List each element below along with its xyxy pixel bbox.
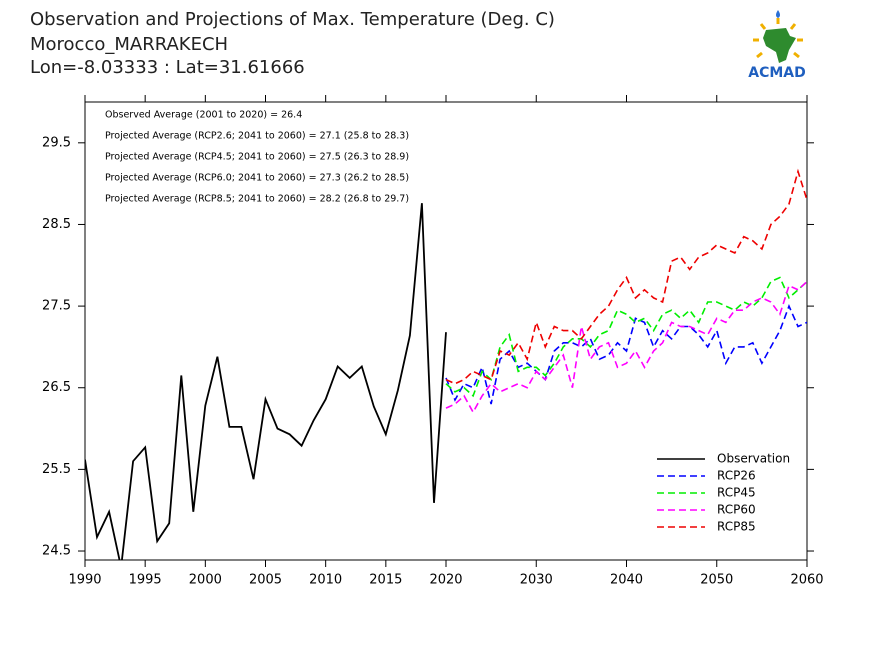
logo-text: ACMAD (748, 65, 806, 81)
chart-subtitle: Lon=-8.03333 : Lat=31.61666 (30, 57, 305, 78)
x-tick-label: 2030 (520, 573, 553, 588)
y-tick-label: 28.5 (42, 217, 71, 232)
y-tick-label: 25.5 (42, 462, 71, 477)
series-line (445, 303, 807, 405)
legend-label: RCP60 (717, 503, 756, 517)
series-line (445, 281, 807, 414)
chart-title: Observation and Projections of Max. Temp… (30, 9, 555, 30)
chart-subtitle: Morocco_MARRAKECH (30, 34, 228, 55)
legend-label: RCP85 (717, 520, 756, 534)
series-line (445, 168, 807, 385)
legend-label: Observation (717, 452, 790, 466)
x-tick-label: 2060 (790, 573, 823, 588)
y-tick-label: 27.5 (42, 299, 71, 314)
series-line (445, 276, 807, 398)
annotation: Projected Average (RCP4.5; 2041 to 2060)… (105, 152, 409, 163)
annotation: Projected Average (RCP8.5; 2041 to 2060)… (105, 194, 409, 205)
y-tick-label: 29.5 (42, 135, 71, 150)
x-tick-label: 1990 (68, 573, 101, 588)
x-tick-label: 2005 (249, 573, 282, 588)
x-tick-label: 1995 (129, 573, 162, 588)
x-tick-label: 2050 (700, 573, 733, 588)
x-tick-label: 2020 (429, 573, 462, 588)
x-tick-label: 2000 (189, 573, 222, 588)
series-line (85, 203, 447, 560)
plot-area (85, 168, 807, 560)
legend-label: RCP45 (717, 486, 756, 500)
annotation: Observed Average (2001 to 2020) = 26.4 (105, 110, 302, 121)
legend-label: RCP26 (717, 469, 756, 483)
x-tick-label: 2010 (309, 573, 342, 588)
x-tick-label: 2040 (610, 573, 643, 588)
y-tick-label: 24.5 (42, 544, 71, 559)
x-tick-label: 2015 (369, 573, 402, 588)
logo: ACMAD (748, 10, 806, 81)
y-tick-label: 26.5 (42, 380, 71, 395)
annotation: Projected Average (RCP2.6; 2041 to 2060)… (105, 131, 409, 142)
annotation: Projected Average (RCP6.0; 2041 to 2060)… (105, 173, 409, 184)
